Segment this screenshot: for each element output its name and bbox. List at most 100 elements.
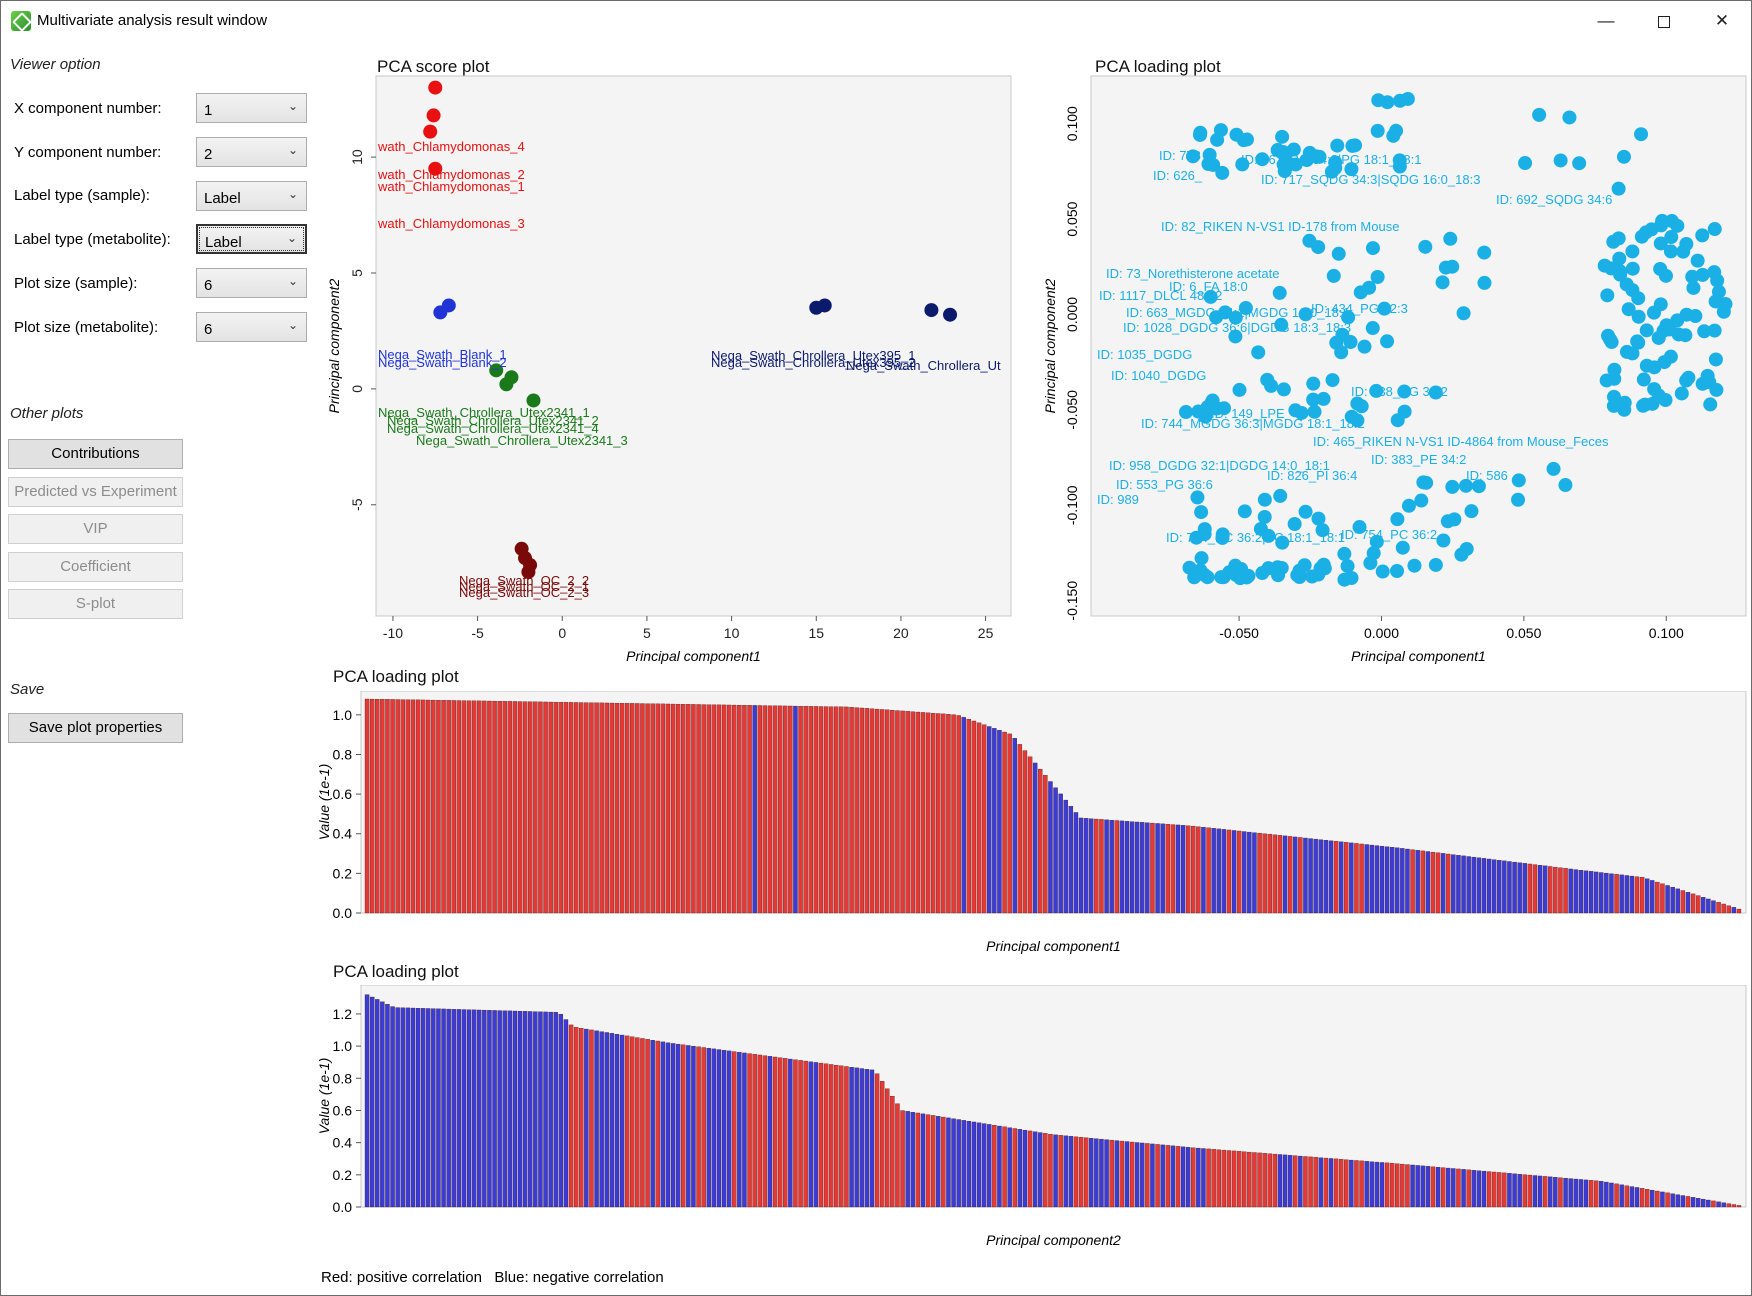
- plot-size-sample-select[interactable]: 6 ⌄: [196, 268, 307, 298]
- plot-size-metabolite-select[interactable]: 6 ⌄: [196, 312, 307, 342]
- loading-bar: [1675, 888, 1680, 914]
- metabolite-point: [1344, 409, 1359, 424]
- loading-bar: [1221, 1149, 1227, 1208]
- loading-bar: [1456, 855, 1461, 914]
- loading-bar: [1558, 1177, 1563, 1208]
- metabolite-point: [1194, 505, 1209, 520]
- loading-bar: [1476, 857, 1482, 914]
- loading-bar: [997, 730, 1002, 914]
- loading-bar: [762, 1055, 768, 1208]
- loading-bar-plot-pc2[interactable]: 1.2 1.0 0.8 0.6 0.4 0.2 0.0 Principal component…: [311, 985, 1751, 1255]
- metabolite-point: [1518, 156, 1533, 171]
- loading-bar: [1716, 1201, 1721, 1208]
- sample-label: wath_Chlamydomonas_4: [377, 139, 525, 154]
- loading-bar: [1624, 875, 1629, 914]
- loading-bar-plot-pc1[interactable]: 1.0 0.8 0.6 0.4 0.2 0.0 Principal component1 Va…: [311, 691, 1751, 961]
- metabolite-point: [1276, 382, 1291, 397]
- metabolite-point: [1416, 475, 1431, 490]
- metabolite-point: [1443, 231, 1458, 246]
- loading-bar: [920, 1113, 926, 1208]
- loading-bar: [946, 714, 951, 914]
- metabolite-label: ID: 434_PG 32:3: [1311, 301, 1408, 316]
- metabolite-label: ID: 82_RIKEN N-VS1 ID-178 from Mouse: [1161, 219, 1399, 234]
- metabolite-point: [1190, 490, 1205, 505]
- metabolite-label: ID: 383_PE 34:2: [1371, 452, 1466, 467]
- loading-bar: [941, 1116, 946, 1208]
- loading-bar: [783, 1058, 788, 1208]
- loading-bar: [1196, 826, 1201, 914]
- metabolite-point: [1272, 285, 1287, 300]
- minimize-button[interactable]: —: [1577, 1, 1635, 41]
- loading-bar: [1022, 1129, 1028, 1208]
- loading-bar: [1201, 1148, 1206, 1208]
- contributions-button[interactable]: Contributions: [8, 439, 183, 469]
- metabolite-point: [1312, 149, 1327, 164]
- metabolite-point: [1428, 557, 1443, 572]
- loading-bar: [502, 1010, 507, 1208]
- metabolite-point: [1653, 297, 1668, 312]
- close-button[interactable]: ✕: [1693, 1, 1751, 41]
- loading-bar: [1129, 821, 1135, 914]
- loading-bar: [579, 702, 584, 914]
- loading-bar: [1364, 844, 1369, 914]
- coefficient-button[interactable]: Coefficient: [8, 552, 183, 582]
- title-bar[interactable]: Multivariate analysis result window — ✕: [1, 1, 1751, 41]
- loading-bar: [426, 1008, 431, 1208]
- loading-bar: [1267, 1153, 1272, 1208]
- loading-bar: [1430, 851, 1436, 914]
- loading-bar: [788, 1058, 793, 1208]
- loading-bar: [599, 1031, 604, 1208]
- y-component-select[interactable]: 2 ⌄: [196, 137, 307, 167]
- loading-bar: [1512, 861, 1517, 914]
- metabolite-point: [1601, 328, 1616, 343]
- loading-bar: [660, 703, 666, 914]
- loading-bar: [762, 705, 768, 914]
- loading-bar: [1619, 1184, 1624, 1208]
- loading-bar: [390, 1006, 395, 1208]
- label-type-metabolite-select[interactable]: Label ⌄: [196, 224, 307, 254]
- loading-bar: [874, 1073, 880, 1208]
- loading-scatter-plot[interactable]: -0.050 0.000 0.050 0.100 0.100 0.050 0.000 -0.0…: [1041, 71, 1751, 671]
- vip-button[interactable]: VIP: [8, 514, 183, 544]
- loading-bar: [670, 1043, 676, 1208]
- loading-bar: [1160, 1144, 1165, 1208]
- loading-bar: [1400, 848, 1405, 914]
- y-tick-label: 0.2: [333, 1167, 353, 1183]
- loading-bar: [1109, 1139, 1114, 1208]
- correlation-legend: Red: positive correlation Blue: negative…: [321, 1269, 664, 1286]
- save-plot-properties-button[interactable]: Save plot properties: [8, 713, 183, 743]
- loading-bar: [609, 702, 615, 914]
- loading-bar: [604, 1032, 609, 1208]
- loading-bar: [568, 702, 574, 914]
- loading-bar: [1593, 1180, 1599, 1208]
- s-plot-button[interactable]: S-plot: [8, 589, 183, 619]
- loading-bar: [1619, 874, 1624, 914]
- loading-bar: [1537, 1175, 1543, 1208]
- loading-bar: [1196, 1147, 1201, 1208]
- metabolite-point: [1397, 384, 1412, 399]
- metabolite-label: ID: 465_RIKEN N-VS1 ID-4864 from Mouse_F…: [1313, 434, 1609, 449]
- score-plot[interactable]: -10 -5 0 5 10 15 20 25 10 5 0 -5 Principal component…: [321, 71, 1031, 671]
- loading-bar: [1333, 1158, 1339, 1208]
- loading-bar: [1083, 1137, 1089, 1208]
- loading-bar: [548, 701, 553, 914]
- metabolite-point: [1337, 546, 1352, 561]
- loading-bar: [1471, 1170, 1476, 1208]
- loading-bar: [482, 1009, 487, 1208]
- predicted-vs-experiment-button[interactable]: Predicted vs Experiment: [8, 477, 183, 507]
- x-component-select[interactable]: 1 ⌄: [196, 93, 307, 123]
- maximize-button[interactable]: [1635, 1, 1693, 41]
- loading-bar: [1726, 1203, 1731, 1208]
- metabolite-point: [1617, 402, 1632, 417]
- loading-bar: [1287, 836, 1293, 914]
- loading-bar: [1211, 828, 1216, 914]
- loading-bar: [1440, 1167, 1446, 1208]
- metabolite-point: [1206, 157, 1221, 172]
- label-type-sample-select[interactable]: Label ⌄: [196, 181, 307, 211]
- loading-bar: [522, 1011, 528, 1208]
- loading-bar: [1247, 1151, 1252, 1208]
- loading-bar: [573, 702, 579, 914]
- metabolite-point: [1639, 358, 1654, 373]
- metabolite-point: [1456, 306, 1471, 321]
- y-tick-label: -0.150: [1064, 581, 1080, 621]
